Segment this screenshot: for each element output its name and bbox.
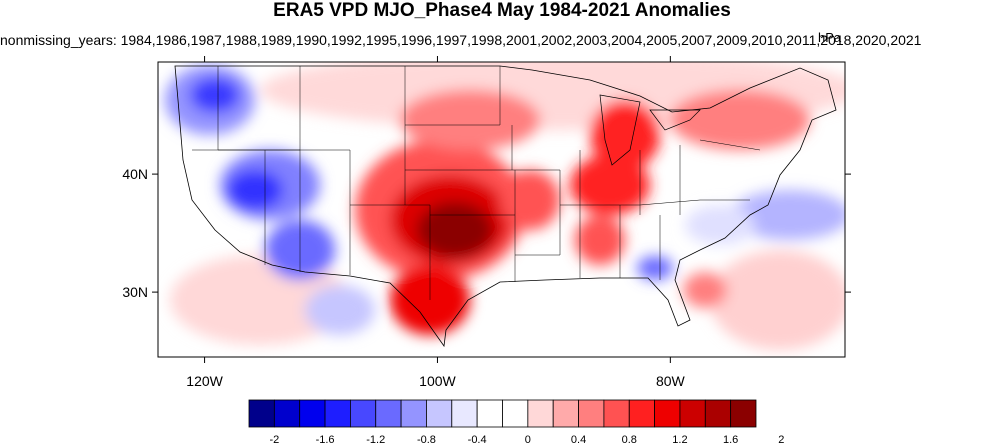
figure-subtitle: nonmissing_years: 1984,1986,1987,1988,19… [0,32,922,48]
colorbar-label: -1.2 [366,434,385,445]
colorbar-swatch [527,399,554,428]
colorbar-swatch [349,399,377,428]
colorbar-swatch [704,399,732,428]
colorbar-swatch [603,399,630,428]
colorbar-swatch [400,399,427,428]
colorbar-swatch [730,399,757,428]
colorbar-label: 0 [525,434,531,445]
state-boundaries [192,66,761,300]
colorbar-label: 0.4 [571,434,586,445]
colorbar-swatch [426,399,453,428]
colorbar-swatch [324,399,351,428]
lon-tick-label: 100W [419,373,456,389]
lon-tick-label: 120W [186,373,223,389]
lon-tick-label: 80W [656,373,686,389]
colorbar-swatch [578,399,605,428]
colorbar-swatch [476,399,503,428]
country-outline [174,65,837,348]
colorbar-swatch [628,399,656,428]
colorbar-label: 1.6 [723,434,738,445]
colorbar-swatch [552,399,579,428]
colorbar-swatch [451,399,478,428]
colorbar-label: -0.8 [417,434,436,445]
colorbar-swatch [299,399,326,428]
axis-ticks [152,56,851,363]
colorbar-swatch [654,399,681,428]
great-lakes-outline [599,94,701,166]
colorbar-swatch [502,399,529,428]
figure-title: ERA5 VPD MJO_Phase4 May 1984-2021 Anomal… [273,0,731,21]
colorbar-label: 2 [778,434,784,445]
lat-tick-label: 30N [122,284,148,300]
colorbar: -2 -1.6 -1.2 -0.8 -0.4 0 0.4 0.8 1.2 1.6 2 [248,399,784,445]
colorbar-label: -0.4 [468,434,487,445]
colorbar-swatch [248,399,275,428]
anomaly-field [165,62,845,350]
units-label: hPa [818,30,842,45]
plot-frame [157,61,846,358]
colorbar-label: 0.8 [622,434,637,445]
colorbar-swatch [273,399,301,428]
colorbar-swatch [375,399,402,428]
colorbar-swatch [679,399,706,428]
lat-tick-label: 40N [122,166,148,182]
colorbar-label: 1.2 [672,434,687,445]
colorbar-label: -1.6 [316,434,335,445]
colorbar-label: -2 [269,434,279,445]
